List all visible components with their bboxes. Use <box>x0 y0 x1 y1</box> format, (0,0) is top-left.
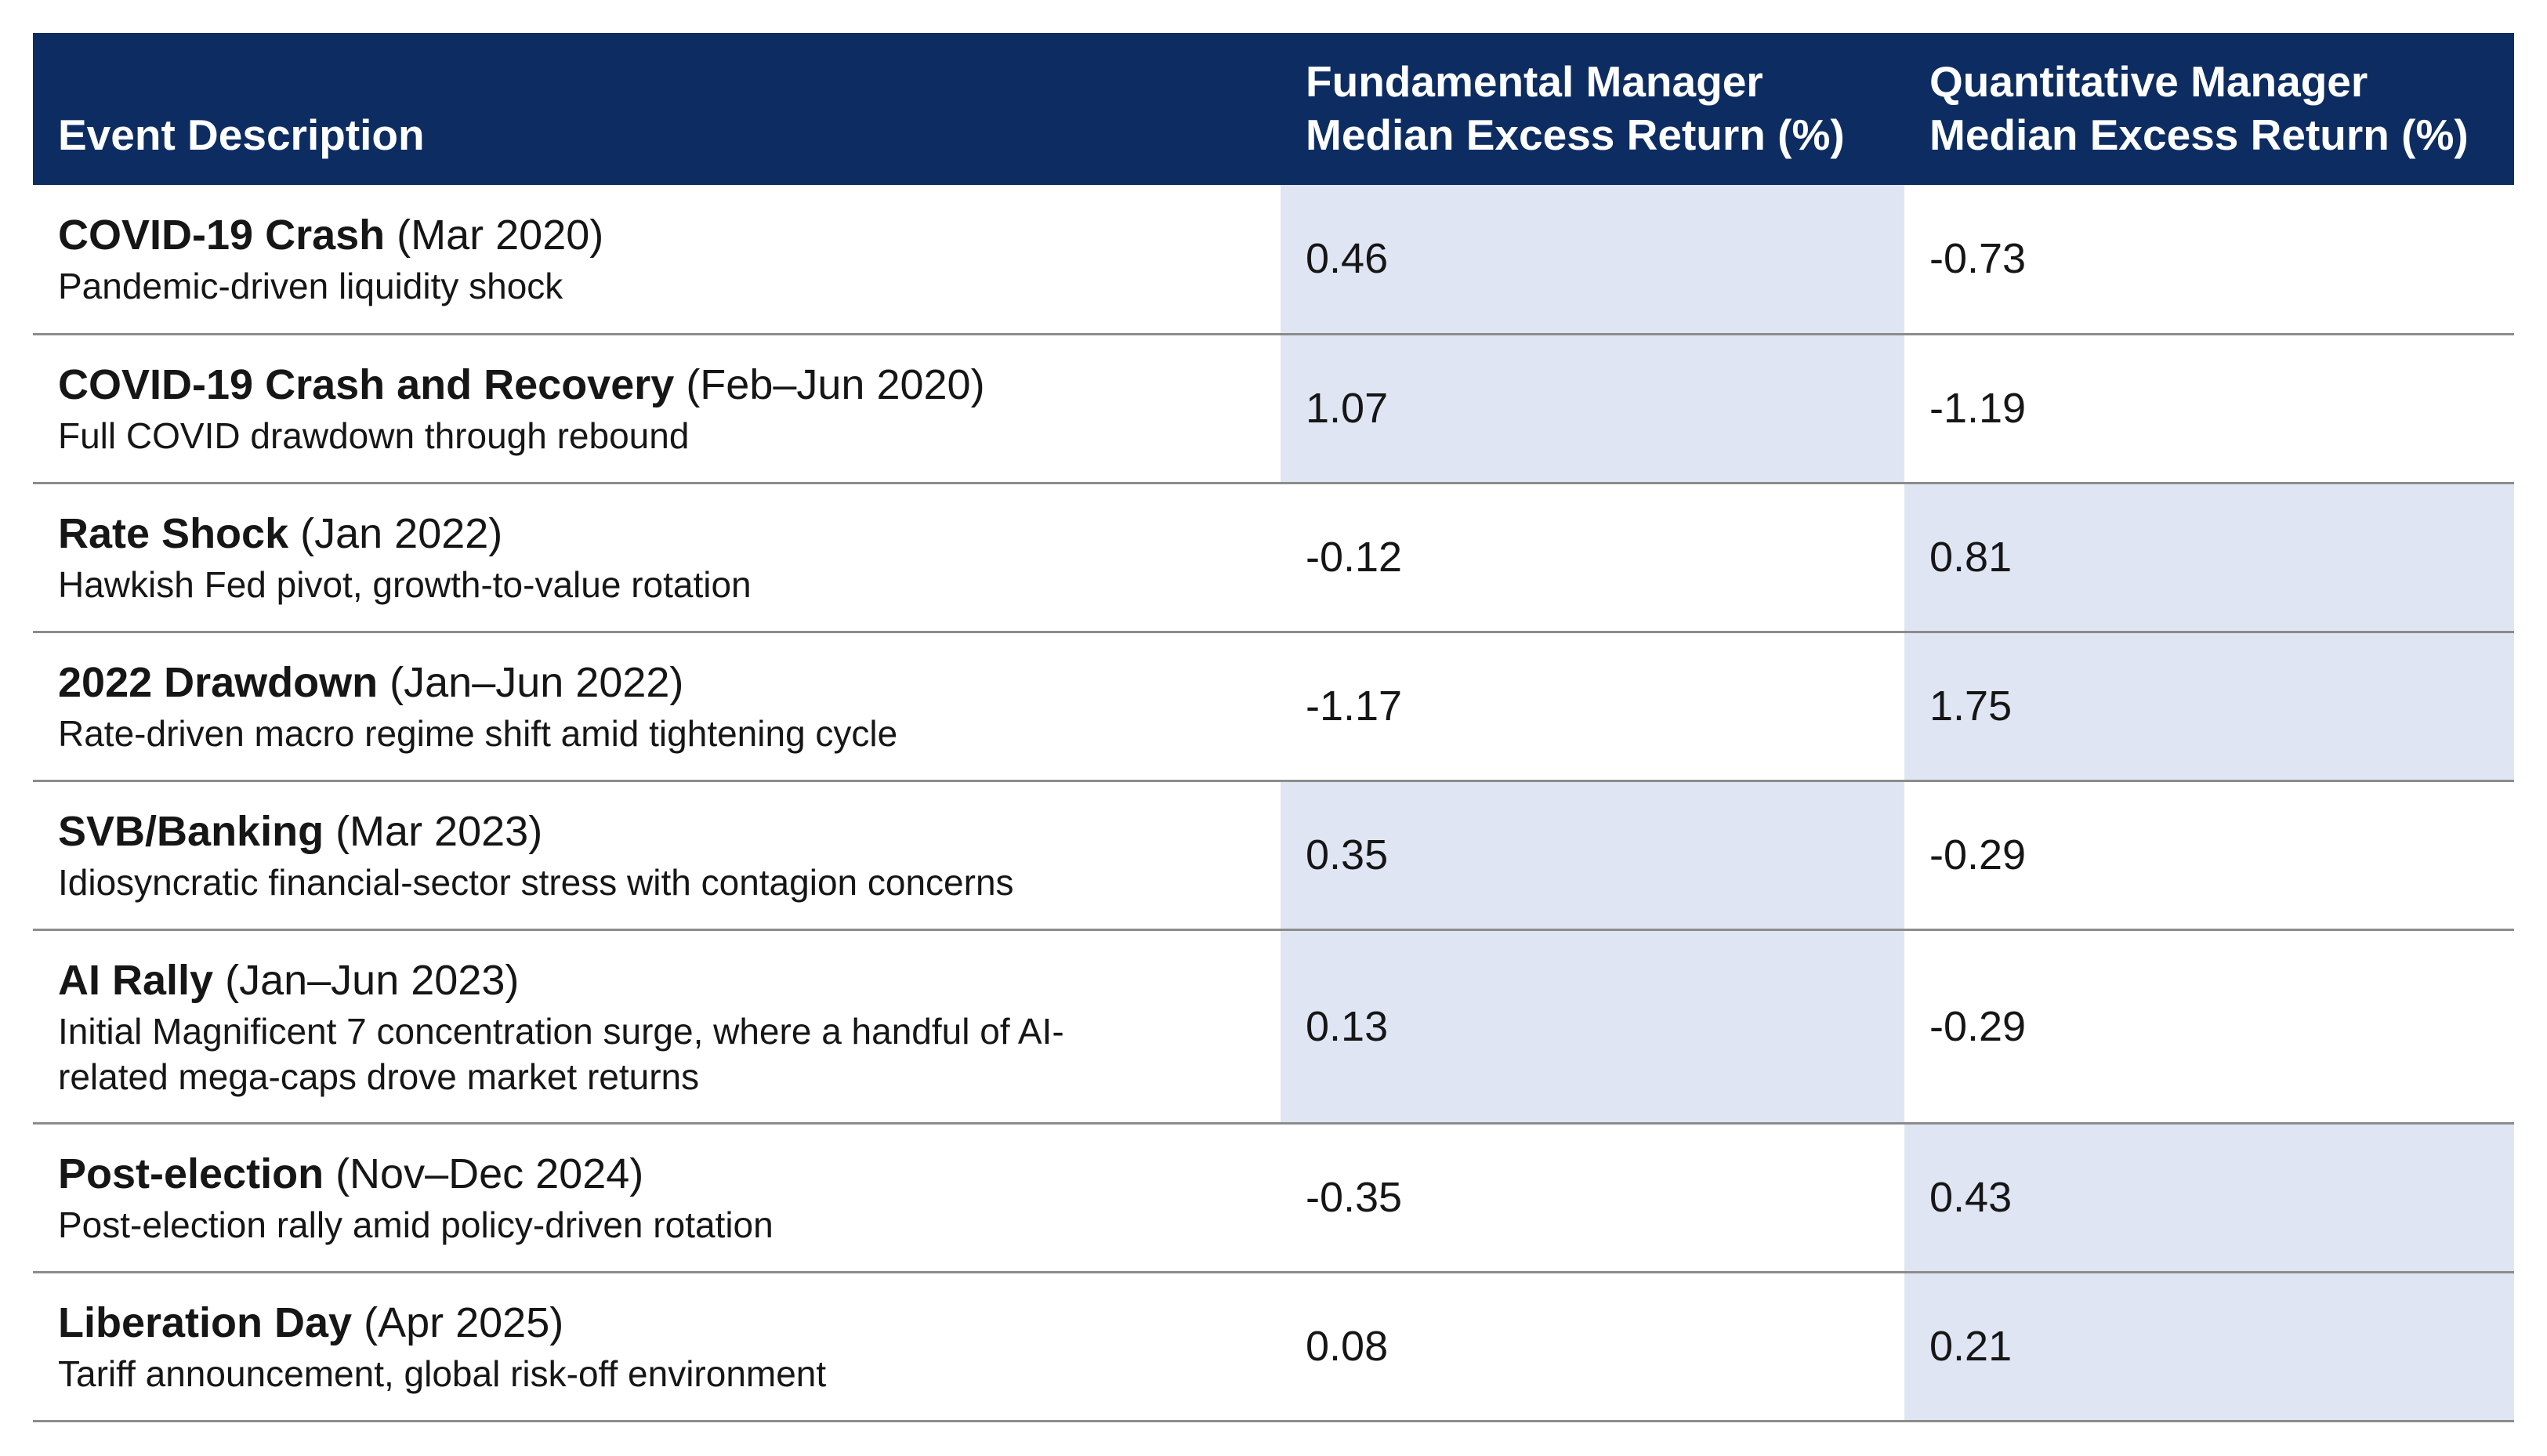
event-cell: 2022 Drawdown (Jan–Jun 2022) Rate-driven… <box>33 632 1281 782</box>
header-quantitative-manager: Quantitative Manager Median Excess Retur… <box>1904 33 2514 185</box>
fundamental-return-cell: -0.35 <box>1281 1123 1904 1273</box>
quantitative-return-cell: 0.43 <box>1904 1123 2514 1273</box>
event-period: (Mar 2020) <box>397 212 604 259</box>
table-row: 2022 Drawdown (Jan–Jun 2022) Rate-driven… <box>33 632 2514 782</box>
excess-return-table-container: Event Description Fundamental Manager Me… <box>33 33 2514 1422</box>
table-row: Rate Shock (Jan 2022) Hawkish Fed pivot,… <box>33 483 2514 633</box>
event-description: Full COVID drawdown through rebound <box>58 415 690 456</box>
table-body: COVID-19 Crash (Mar 2020) Pandemic-drive… <box>33 185 2514 1422</box>
event-title: Liberation Day <box>58 1299 353 1346</box>
event-title: Rate Shock <box>58 510 289 557</box>
event-description: Pandemic-driven liquidity shock <box>58 266 563 307</box>
event-title: 2022 Drawdown <box>58 659 379 706</box>
quantitative-return-cell: -0.29 <box>1904 781 2514 931</box>
event-description: Idiosyncratic financial-sector stress wi… <box>58 862 1014 903</box>
event-description: Post-election rally amid policy-driven r… <box>58 1204 774 1245</box>
event-cell: SVB/Banking (Mar 2023) Idiosyncratic fin… <box>33 781 1281 931</box>
event-cell: Liberation Day (Apr 2025) Tariff announc… <box>33 1272 1281 1422</box>
fundamental-return-cell: -0.12 <box>1281 483 1904 633</box>
quantitative-return-cell: -1.19 <box>1904 334 2514 484</box>
fundamental-return-cell: 0.35 <box>1281 781 1904 931</box>
event-title: SVB/Banking <box>58 808 324 855</box>
event-description: Rate-driven macro regime shift amid tigh… <box>58 713 898 754</box>
event-title: Post-election <box>58 1150 324 1197</box>
table-row: Liberation Day (Apr 2025) Tariff announc… <box>33 1272 2514 1422</box>
table-row: COVID-19 Crash (Mar 2020) Pandemic-drive… <box>33 185 2514 335</box>
event-period: (Nov–Dec 2024) <box>335 1150 644 1197</box>
event-cell: Rate Shock (Jan 2022) Hawkish Fed pivot,… <box>33 483 1281 633</box>
excess-return-table: Event Description Fundamental Manager Me… <box>33 33 2514 1422</box>
quantitative-return-cell: -0.29 <box>1904 929 2514 1125</box>
quantitative-return-cell: 1.75 <box>1904 632 2514 782</box>
event-cell: Post-election (Nov–Dec 2024) Post-electi… <box>33 1123 1281 1273</box>
header-event-label: Event Description <box>58 110 425 159</box>
table-row: AI Rally (Jan–Jun 2023) Initial Magnific… <box>33 929 2514 1125</box>
event-cell: COVID-19 Crash (Mar 2020) Pandemic-drive… <box>33 185 1281 335</box>
event-period: (Jan 2022) <box>300 510 503 557</box>
fundamental-return-cell: -1.17 <box>1281 632 1904 782</box>
header-quantitative-line2: Median Excess Return (%) <box>1929 110 2469 159</box>
event-title: COVID-19 Crash <box>58 212 386 259</box>
event-title: AI Rally <box>58 956 214 1004</box>
fundamental-return-cell: 1.07 <box>1281 334 1904 484</box>
event-period: (Feb–Jun 2020) <box>686 361 985 408</box>
header-event-description: Event Description <box>33 33 1281 185</box>
event-cell: AI Rally (Jan–Jun 2023) Initial Magnific… <box>33 929 1281 1125</box>
event-cell: COVID-19 Crash and Recovery (Feb–Jun 202… <box>33 334 1281 484</box>
quantitative-return-cell: 0.21 <box>1904 1272 2514 1422</box>
fundamental-return-cell: 0.13 <box>1281 929 1904 1125</box>
event-description: Hawkish Fed pivot, growth-to-value rotat… <box>58 564 752 605</box>
quantitative-return-cell: 0.81 <box>1904 483 2514 633</box>
fundamental-return-cell: 0.46 <box>1281 185 1904 335</box>
event-title: COVID-19 Crash and Recovery <box>58 361 675 408</box>
event-period: (Mar 2023) <box>335 808 543 855</box>
event-description: Initial Magnificent 7 concentration surg… <box>58 1010 1064 1097</box>
fundamental-return-cell: 0.08 <box>1281 1272 1904 1422</box>
header-row: Event Description Fundamental Manager Me… <box>33 33 2514 185</box>
table-row: COVID-19 Crash and Recovery (Feb–Jun 202… <box>33 334 2514 484</box>
header-fundamental-line1: Fundamental Manager <box>1306 57 1763 106</box>
event-period: (Apr 2025) <box>364 1299 564 1346</box>
table-header: Event Description Fundamental Manager Me… <box>33 33 2514 185</box>
event-description: Tariff announcement, global risk-off env… <box>58 1353 827 1394</box>
quantitative-return-cell: -0.73 <box>1904 185 2514 335</box>
header-fundamental-line2: Median Excess Return (%) <box>1306 110 1845 159</box>
table-row: SVB/Banking (Mar 2023) Idiosyncratic fin… <box>33 781 2514 931</box>
event-period: (Jan–Jun 2023) <box>225 956 520 1004</box>
header-quantitative-line1: Quantitative Manager <box>1929 57 2368 106</box>
table-row: Post-election (Nov–Dec 2024) Post-electi… <box>33 1123 2514 1273</box>
header-fundamental-manager: Fundamental Manager Median Excess Return… <box>1281 33 1904 185</box>
event-period: (Jan–Jun 2022) <box>389 659 684 706</box>
